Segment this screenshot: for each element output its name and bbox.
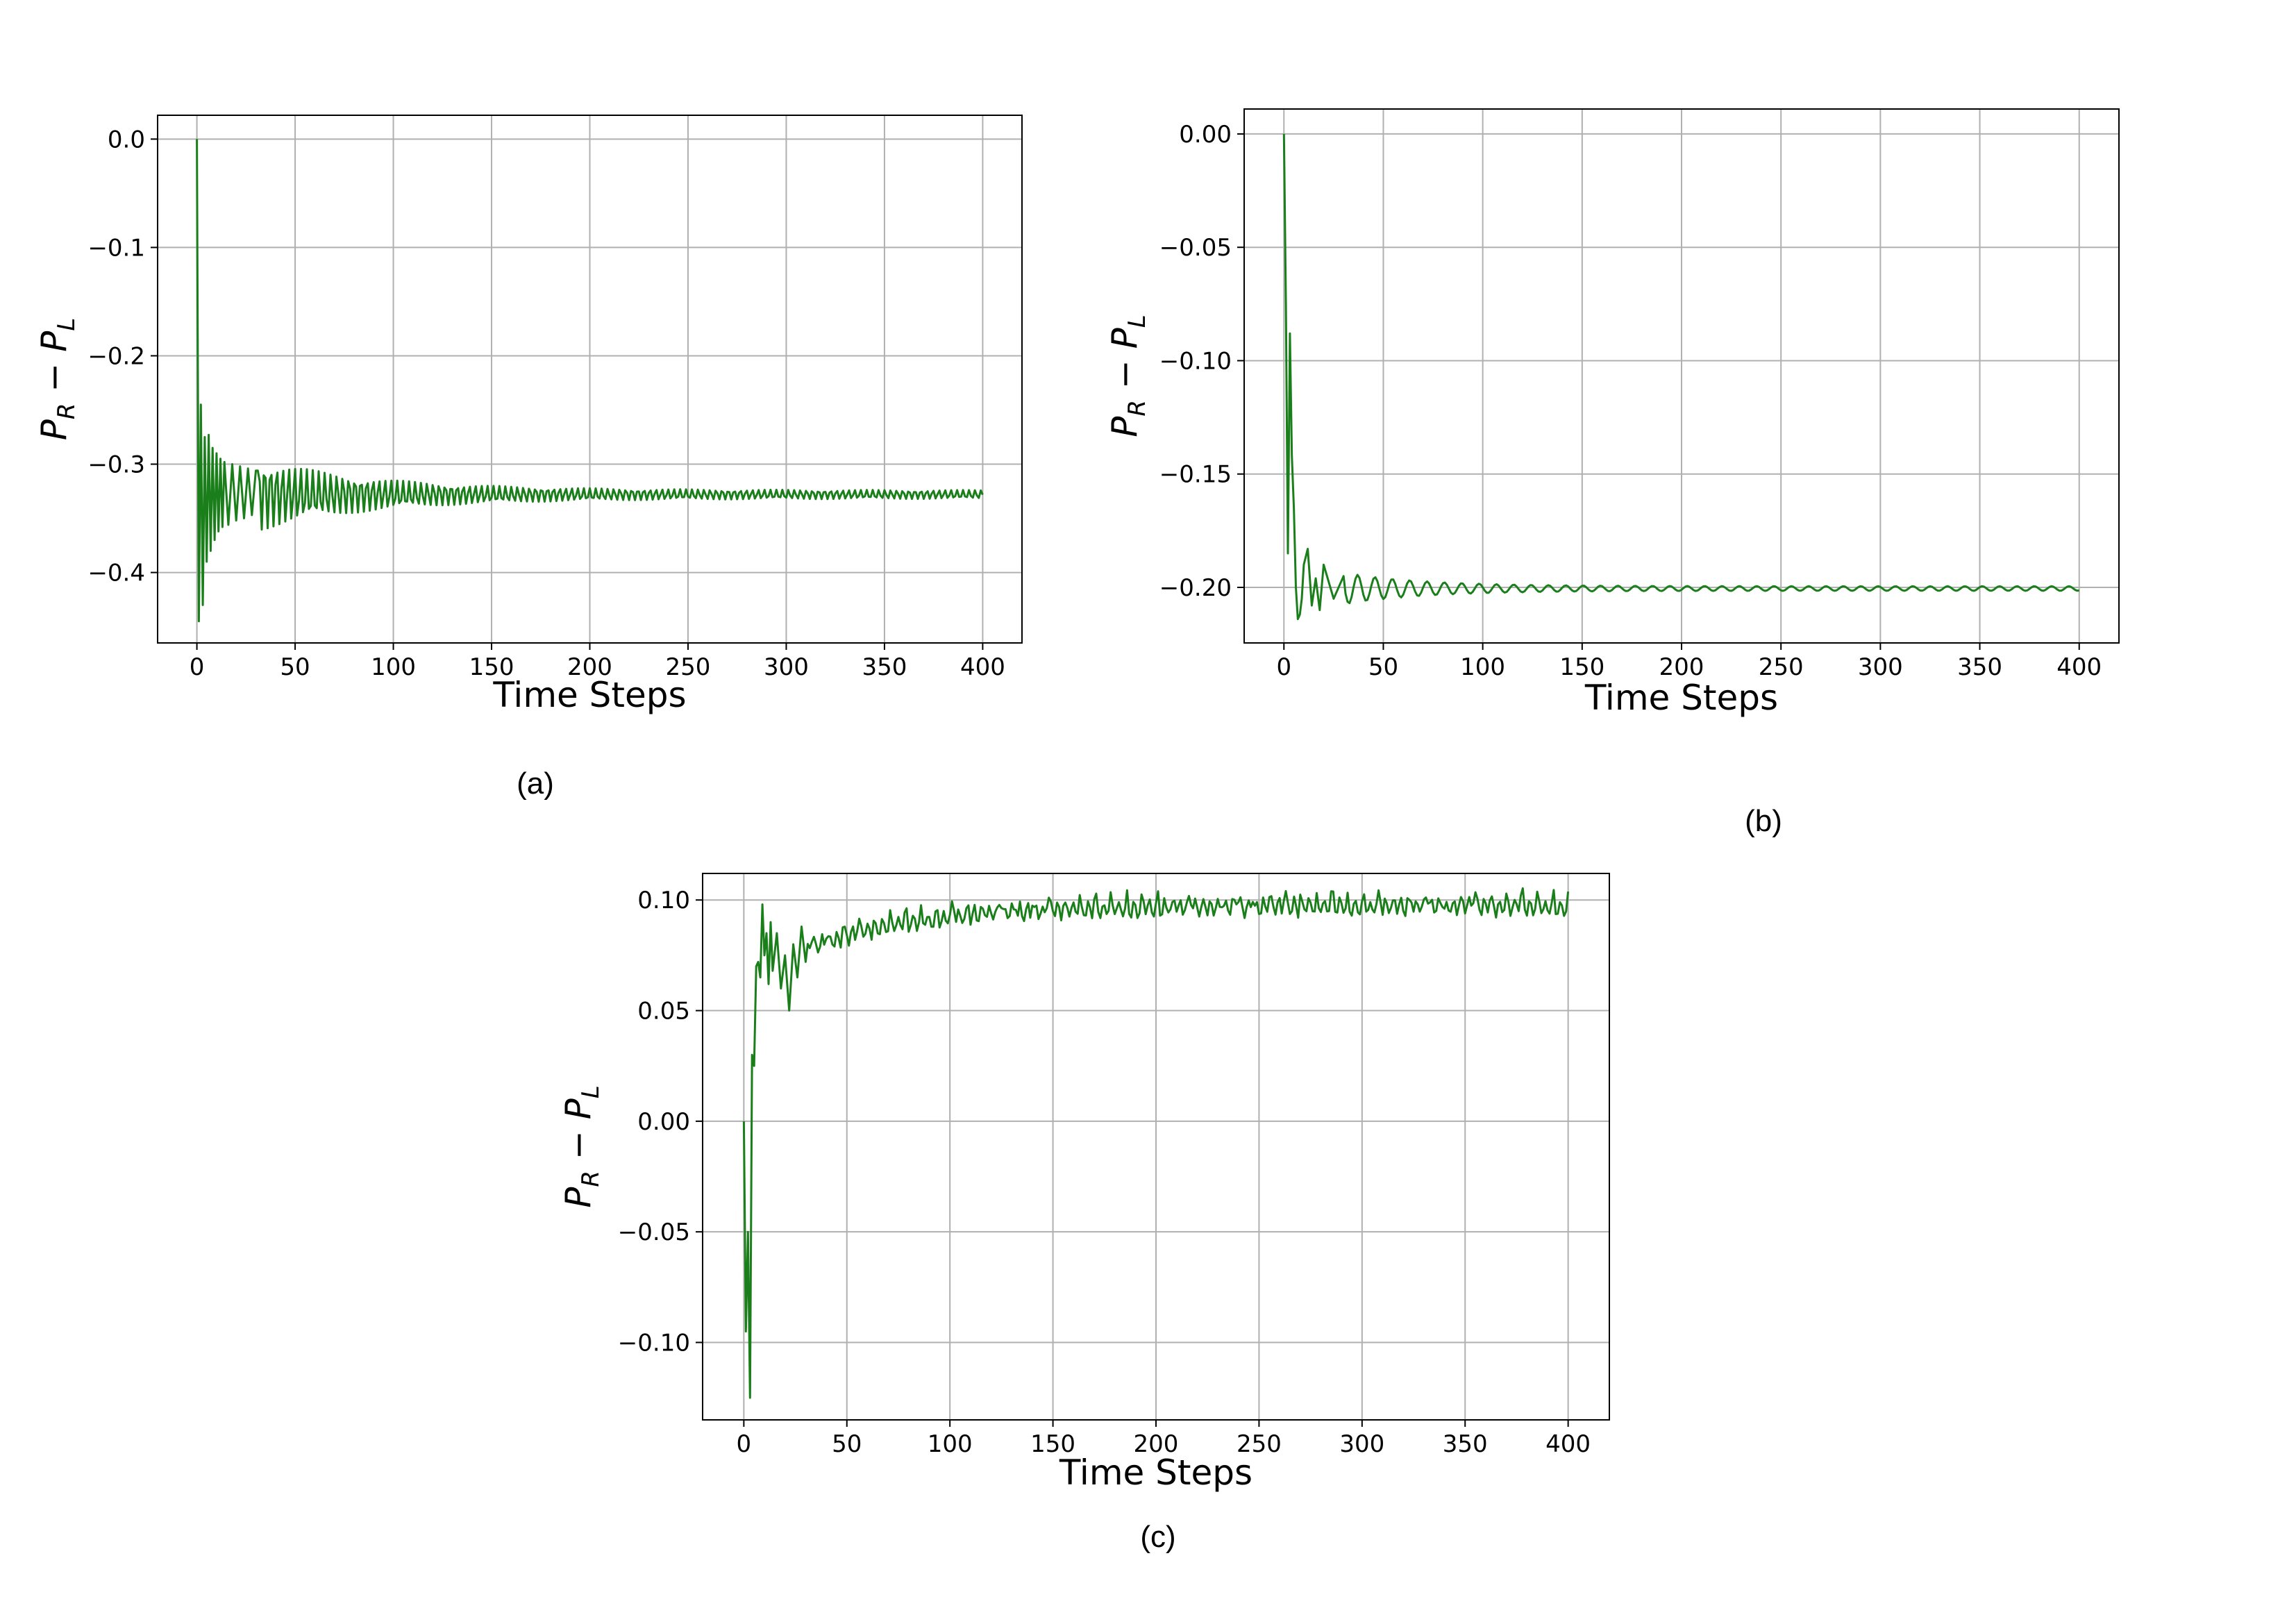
y-axis-title: PR − PL — [558, 1085, 605, 1208]
x-tick-label: 0 — [190, 653, 205, 681]
x-tick-label: 200 — [567, 653, 612, 681]
chart-panel-b: 0 50 100 150 200 250 300 350 400 0.00 −0.05 −0.10 −0… — [1105, 108, 2120, 838]
x-tick-label: 200 — [1134, 1430, 1179, 1458]
chart-panel-c: 0 50 100 150 200 250 300 350 400 0.10 0.05 0.00 −0.0… — [558, 873, 1610, 1554]
series-line — [1282, 133, 2079, 621]
x-tick-label: 150 — [1559, 653, 1604, 681]
x-tick-label: 50 — [280, 653, 310, 681]
x-tick-label: 0 — [1276, 653, 1291, 681]
x-tick-label: 100 — [928, 1430, 973, 1458]
y-tick-label: 0.05 — [637, 998, 690, 1026]
x-tick-label: 100 — [371, 653, 416, 681]
y-tick-label: −0.4 — [87, 560, 145, 587]
x-tick-label: 300 — [764, 653, 809, 681]
y-tick-label: −0.10 — [618, 1329, 690, 1357]
x-tick-label: 150 — [1030, 1430, 1075, 1458]
series-line — [196, 139, 984, 623]
x-tick-label: 350 — [862, 653, 907, 681]
x-tick-label: 250 — [1237, 1430, 1282, 1458]
x-tick-label: 250 — [666, 653, 711, 681]
chart-panel-a: 0 50 100 150 200 250 300 350 400 0.0 −0.1 −0.2 −0.3 −… — [34, 115, 1023, 801]
x-tick-label: 0 — [737, 1430, 752, 1458]
x-axis-title: Time Steps — [1059, 1453, 1252, 1493]
x-tick-label: 50 — [1368, 653, 1398, 681]
x-tick-label: 50 — [832, 1430, 862, 1458]
y-tick-label: −0.20 — [1159, 574, 1232, 602]
x-tick-label: 350 — [1957, 653, 2002, 681]
y-tick-label: 0.00 — [1179, 121, 1232, 149]
x-tick-label: 200 — [1659, 653, 1704, 681]
x-tick-label: 300 — [1858, 653, 1903, 681]
y-tick-label: 0.10 — [637, 887, 690, 914]
y-tick-label: −0.05 — [1159, 234, 1232, 262]
y-tick-label: −0.1 — [87, 234, 145, 262]
y-tick-label: −0.3 — [87, 451, 145, 479]
y-tick-label: −0.10 — [1159, 347, 1232, 375]
x-tick-label: 300 — [1339, 1430, 1384, 1458]
series-line — [742, 887, 1570, 1399]
x-tick-label: 350 — [1443, 1430, 1488, 1458]
x-tick-label: 250 — [1759, 653, 1804, 681]
y-tick-label: 0.00 — [637, 1108, 690, 1136]
y-tick-label: 0.0 — [108, 126, 145, 153]
y-axis-title: PR − PL — [1105, 315, 1151, 437]
x-tick-label: 400 — [1545, 1430, 1591, 1458]
x-axis-title: Time Steps — [492, 675, 686, 715]
x-tick-label: 100 — [1460, 653, 1505, 681]
x-tick-label: 150 — [469, 653, 514, 681]
x-tick-label: 400 — [960, 653, 1005, 681]
y-tick-label: −0.05 — [618, 1219, 690, 1246]
y-tick-label: −0.2 — [87, 342, 145, 370]
panel-caption: (b) — [1745, 804, 1782, 838]
panel-caption: (a) — [517, 767, 554, 801]
y-axis-title: PR − PL — [34, 318, 81, 441]
x-axis-title: Time Steps — [1584, 678, 1778, 718]
x-tick-label: 400 — [2056, 653, 2102, 681]
y-tick-label: −0.15 — [1159, 461, 1232, 489]
panel-caption: (c) — [1140, 1520, 1175, 1554]
